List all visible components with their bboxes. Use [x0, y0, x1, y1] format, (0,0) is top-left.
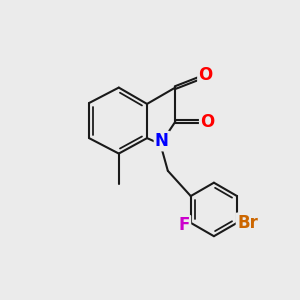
Text: F: F — [178, 216, 190, 234]
Text: O: O — [199, 66, 213, 84]
Text: N: N — [155, 132, 169, 150]
Text: O: O — [200, 113, 214, 131]
Text: Br: Br — [237, 214, 258, 232]
